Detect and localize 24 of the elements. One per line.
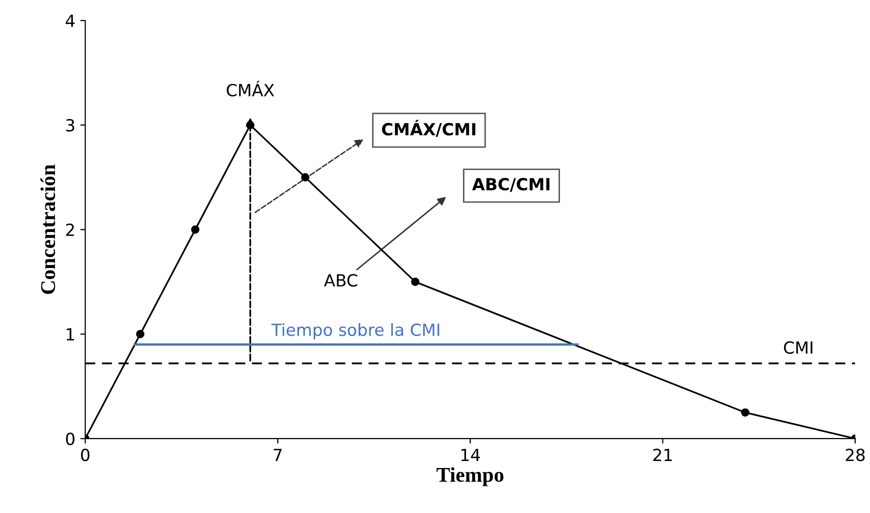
point — [136, 330, 144, 338]
y-axis-title: Concentración — [40, 164, 56, 294]
x-tick-label: 0 — [81, 448, 90, 462]
y-tick-label: 4 — [66, 14, 75, 27]
series-label: Tiempo sobre la CMI — [271, 323, 440, 340]
x-tick-label: 7 — [274, 448, 282, 461]
x-axis-title: Tiempo — [436, 467, 504, 486]
y-tick-label: 0 — [66, 432, 74, 446]
y-tick-label: 2 — [66, 224, 74, 236]
annotation: CMÁX/CMI — [382, 120, 476, 137]
x-tick-label: 14 — [461, 448, 480, 461]
point — [741, 408, 750, 417]
y-tick-label: 3 — [66, 119, 74, 132]
annotation: ABC/CMI — [472, 178, 550, 192]
x-tick-label: 28 — [846, 448, 865, 462]
annotation: CMÁX — [226, 80, 274, 96]
point — [301, 173, 310, 182]
point — [191, 225, 200, 234]
ref-line-label: CMI — [784, 341, 812, 354]
annotation: ABC — [324, 274, 358, 287]
point — [246, 120, 254, 130]
y-tick-label: 1 — [66, 328, 74, 340]
point — [411, 278, 420, 286]
x-tick-label: 21 — [653, 448, 672, 461]
